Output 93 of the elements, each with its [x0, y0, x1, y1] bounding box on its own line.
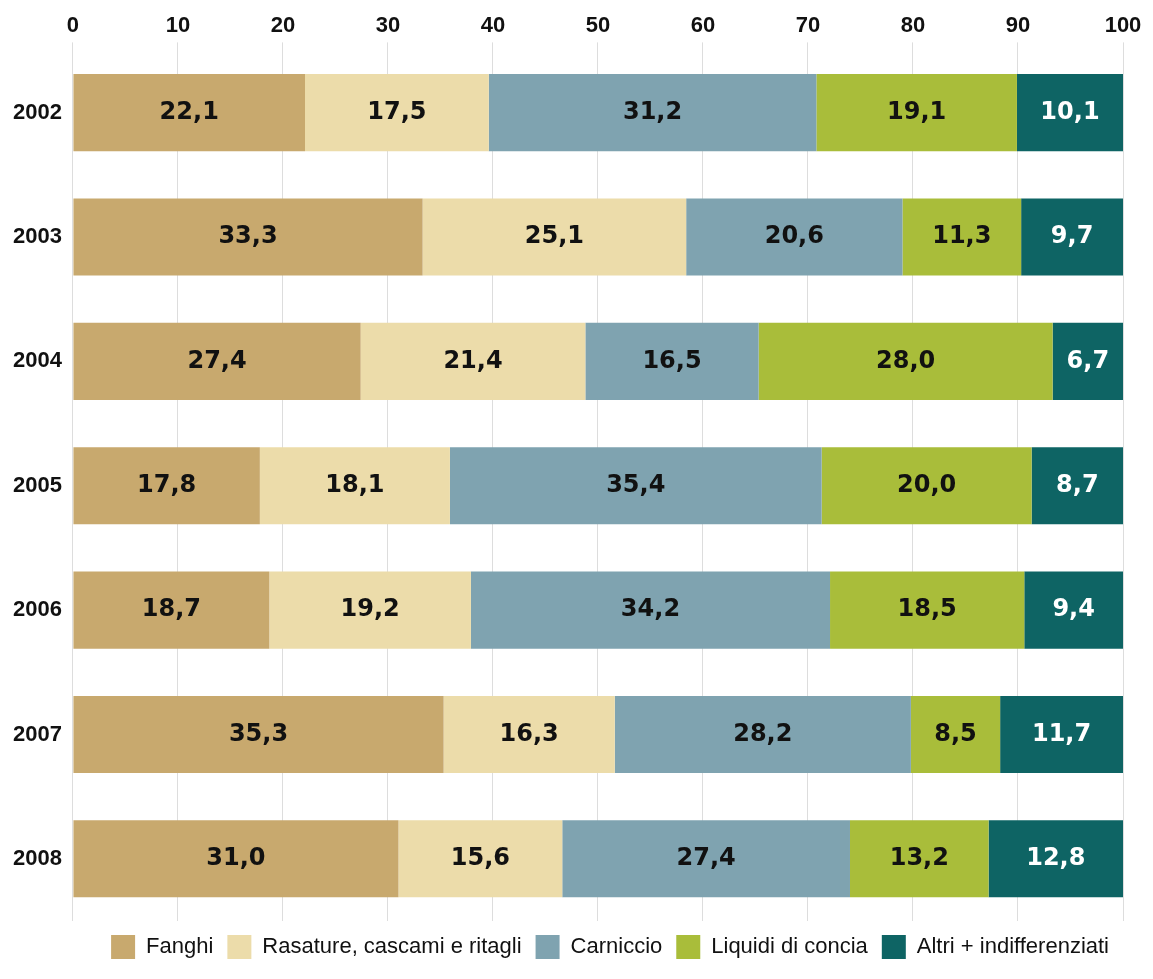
data-label: 34,2 [620, 594, 681, 623]
x-tick-label: 30 [375, 12, 401, 38]
data-label: 8,7 [1056, 469, 1099, 498]
data-label: 25,1 [524, 221, 584, 250]
bar [449, 447, 822, 525]
data-label: 11,7 [1031, 718, 1092, 747]
data-label: 21,4 [443, 345, 503, 374]
bar [443, 695, 615, 773]
bar [259, 447, 450, 525]
bar [73, 198, 423, 276]
bar [1052, 322, 1123, 400]
bar [585, 322, 759, 400]
data-label: 28,2 [733, 718, 793, 747]
data-label: 28,0 [876, 345, 936, 374]
bar [73, 447, 260, 525]
bar [821, 447, 1032, 525]
x-tick-label: 60 [690, 12, 716, 38]
bar [614, 695, 911, 773]
y-tick-label: 2002 [12, 98, 62, 124]
bar [758, 322, 1053, 400]
data-label: 33,3 [218, 221, 278, 250]
bar [488, 74, 817, 152]
data-label: 19,1 [887, 96, 947, 125]
bar [73, 695, 444, 773]
bar [910, 695, 1001, 773]
legend-label: Fanghi [146, 933, 214, 959]
legend-label: Rasature, cascami e ritagli [262, 933, 522, 959]
data-label: 18,5 [897, 594, 957, 623]
bar [73, 571, 270, 649]
data-label: 11,3 [932, 221, 992, 250]
bar [562, 820, 850, 898]
data-label: 31,2 [622, 96, 683, 125]
data-label: 9,4 [1052, 594, 1095, 623]
y-tick-label: 2003 [12, 223, 62, 249]
bar [849, 820, 989, 898]
data-label: 9,7 [1050, 221, 1094, 250]
y-tick-label: 2007 [12, 720, 62, 746]
x-tick-label: 100 [1104, 12, 1142, 38]
bar [686, 198, 903, 276]
y-tick-label: 2006 [12, 596, 62, 622]
bar [816, 74, 1017, 152]
x-tick-label: 0 [66, 12, 80, 38]
y-tick-label: 2004 [12, 347, 63, 373]
bar [398, 820, 563, 898]
data-label: 35,3 [228, 718, 289, 747]
data-label: 22,1 [159, 96, 219, 125]
data-label: 16,5 [642, 345, 702, 374]
legend-label: Liquidi di concia [711, 933, 869, 959]
bar [470, 571, 831, 649]
data-label: 15,6 [450, 843, 510, 872]
x-tick-label: 80 [900, 12, 926, 38]
x-tick-label: 90 [1005, 12, 1031, 38]
x-tick-label: 70 [795, 12, 821, 38]
data-label: 17,8 [137, 469, 197, 498]
y-tick-label: 2005 [12, 471, 62, 497]
data-label: 35,4 [606, 469, 666, 498]
bar [269, 571, 471, 649]
bar [360, 322, 586, 400]
x-tick-label: 20 [270, 12, 296, 38]
data-label: 20,6 [764, 221, 824, 250]
data-label: 20,0 [897, 469, 957, 498]
data-label: 18,1 [325, 469, 385, 498]
bar [1021, 198, 1123, 276]
bar [830, 571, 1025, 649]
data-label: 18,7 [141, 594, 201, 623]
data-label: 27,4 [676, 843, 736, 872]
legend-label: Altri + indifferenziati [916, 933, 1110, 959]
x-tick-label: 10 [165, 12, 191, 38]
data-label: 19,2 [340, 594, 400, 623]
bar [73, 322, 361, 400]
bar [1000, 695, 1123, 773]
bar [305, 74, 489, 152]
bar [422, 198, 687, 276]
data-label: 8,5 [934, 718, 977, 747]
bar [73, 820, 399, 898]
data-label: 27,4 [187, 345, 247, 374]
bar [1024, 571, 1123, 649]
data-label: 31,0 [206, 843, 266, 872]
bar [1031, 447, 1123, 525]
bar [988, 820, 1123, 898]
data-label: 12,8 [1026, 843, 1086, 872]
x-tick-label: 40 [480, 12, 506, 38]
x-tick-label: 50 [585, 12, 611, 38]
data-label: 13,2 [889, 843, 949, 872]
bar [1016, 74, 1123, 152]
data-label: 10,1 [1040, 96, 1100, 125]
bar [902, 198, 1022, 276]
y-tick-label: 2008 [12, 844, 62, 870]
data-label: 17,5 [367, 96, 427, 125]
data-label: 6,7 [1066, 345, 1110, 374]
bar [73, 74, 305, 152]
data-label: 16,3 [499, 718, 559, 747]
legend-label: Carniccio [570, 933, 663, 959]
